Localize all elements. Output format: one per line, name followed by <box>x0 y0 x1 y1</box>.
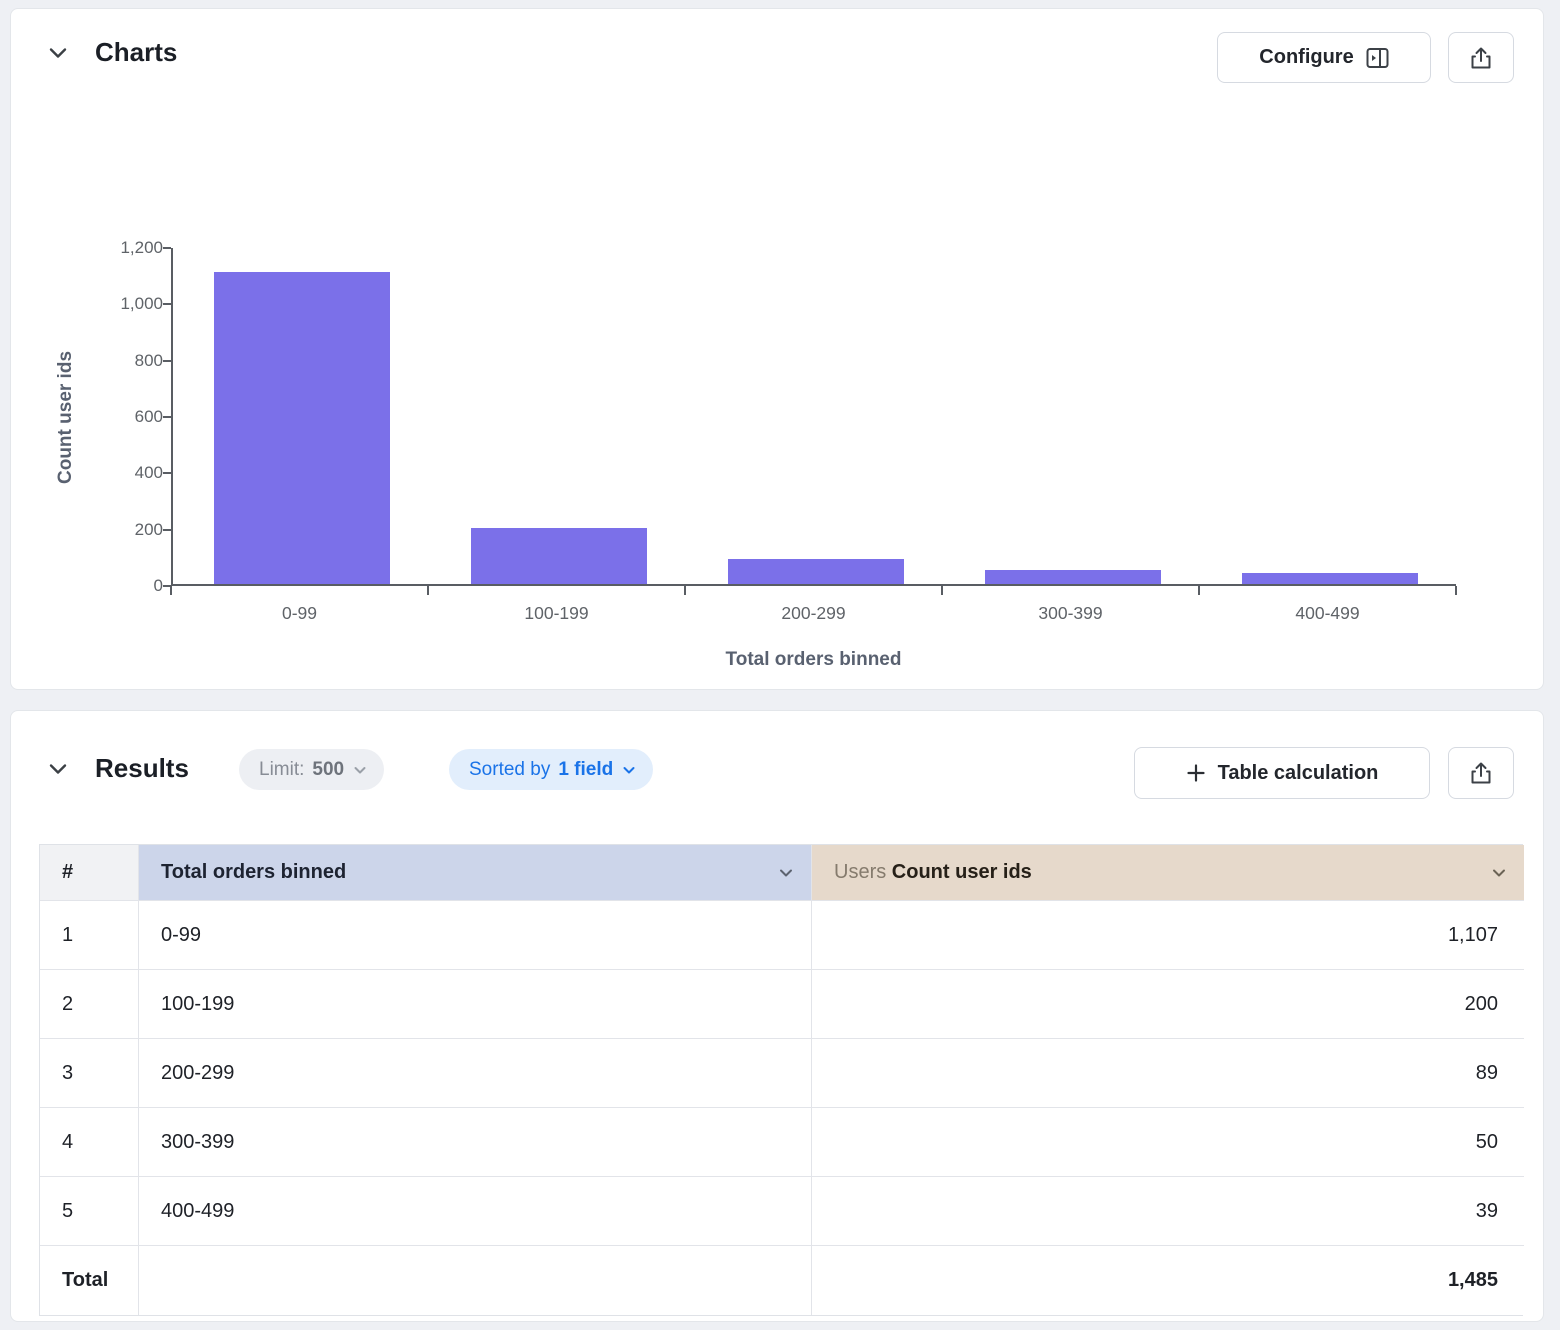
count-cell[interactable]: 50 <box>812 1108 1524 1177</box>
bin-cell[interactable]: 100-199 <box>139 970 812 1039</box>
export-icon <box>1470 761 1492 785</box>
table-total-row: Total 1,485 <box>40 1246 1524 1315</box>
x-category-label: 200-299 <box>781 603 846 623</box>
row-index-cell: 5 <box>40 1177 139 1246</box>
chevron-down-icon <box>777 864 795 882</box>
sorted-value: 1 field <box>558 758 614 780</box>
y-tick-mark <box>163 416 171 418</box>
configure-panel-icon <box>1366 47 1389 69</box>
bin-cell[interactable]: 400-499 <box>139 1177 812 1246</box>
table-calculation-label: Table calculation <box>1217 761 1379 784</box>
y-tick-label: 600 <box>134 407 163 426</box>
bin-cell[interactable]: 300-399 <box>139 1108 812 1177</box>
table-row[interactable]: 2 100-199 200 <box>40 970 1524 1039</box>
table-calculation-button[interactable]: Table calculation <box>1134 747 1430 799</box>
chevron-down-icon <box>352 762 368 778</box>
results-panel-title: Results <box>95 753 189 783</box>
y-tick-mark <box>163 472 171 475</box>
total-empty-cell <box>139 1246 812 1315</box>
row-index-cell: 1 <box>40 901 139 970</box>
x-axis-title: Total orders binned <box>725 649 902 670</box>
y-tick-label: 1,200 <box>120 238 163 257</box>
row-limit-pill[interactable]: Limit: 500 <box>239 749 385 790</box>
y-tick-mark <box>163 303 171 306</box>
bin-cell[interactable]: 200-299 <box>139 1039 812 1108</box>
count-cell[interactable]: 39 <box>812 1177 1524 1246</box>
table-row[interactable]: 5 400-499 39 <box>40 1177 1524 1246</box>
column-header-index[interactable]: # <box>40 845 139 901</box>
limit-label: Limit: <box>259 758 305 780</box>
results-export-button[interactable] <box>1448 747 1514 799</box>
x-tick-mark <box>170 586 172 595</box>
x-tick-mark <box>427 586 429 595</box>
chart-bar[interactable] <box>213 272 390 584</box>
chart-bar[interactable] <box>1241 573 1418 584</box>
bin-cell[interactable]: 0-99 <box>139 901 812 970</box>
x-category-label: 0-99 <box>281 603 318 623</box>
x-category-label: 100-199 <box>524 603 589 623</box>
y-tick-mark <box>163 528 171 531</box>
total-label-cell: Total <box>40 1246 139 1315</box>
row-index-cell: 3 <box>40 1039 139 1108</box>
chart-bar[interactable] <box>470 527 647 584</box>
chevron-down-icon <box>621 762 637 778</box>
charts-panel: Charts Configure Count user ids Total or… <box>10 8 1544 690</box>
row-index-cell: 2 <box>40 970 139 1039</box>
table-row[interactable]: 3 200-299 89 <box>40 1039 1524 1108</box>
y-tick-mark <box>163 247 171 249</box>
table-row[interactable]: 4 300-399 50 <box>40 1108 1524 1177</box>
column-header-dimension[interactable]: Total orders binned <box>139 845 812 901</box>
count-cell[interactable]: 200 <box>812 970 1524 1039</box>
y-tick-mark <box>163 359 171 362</box>
y-tick-label: 200 <box>134 519 163 539</box>
x-tick-mark <box>1455 586 1457 595</box>
export-icon <box>1470 46 1492 70</box>
x-category-label: 400-499 <box>1295 603 1360 623</box>
chart-bar[interactable] <box>984 569 1161 584</box>
chart-plot <box>171 248 1456 586</box>
x-tick-mark <box>684 586 686 595</box>
results-table: # Total orders binned Users Count user i… <box>39 844 1524 1316</box>
table-row[interactable]: 1 0-99 1,107 <box>40 901 1524 970</box>
count-cell[interactable]: 1,107 <box>812 901 1524 970</box>
y-tick-label: 0 <box>153 576 163 595</box>
limit-value: 500 <box>312 758 345 780</box>
plus-icon <box>1186 763 1206 783</box>
count-cell[interactable]: 89 <box>812 1039 1524 1108</box>
results-panel: Results Limit: 500 Sorted by 1 field Tab… <box>10 710 1544 1322</box>
y-tick-mark <box>163 585 171 587</box>
y-tick-label: 400 <box>134 463 163 483</box>
x-tick-mark <box>941 586 943 595</box>
column-header-measure[interactable]: Users Count user ids <box>812 845 1524 901</box>
table-header-row: # Total orders binned Users Count user i… <box>40 845 1524 901</box>
configure-label: Configure <box>1259 46 1354 68</box>
x-category-label: 300-399 <box>1038 603 1103 623</box>
y-tick-label: 800 <box>134 350 163 370</box>
sorted-label: Sorted by <box>469 758 551 780</box>
charts-panel-title: Charts <box>95 37 178 67</box>
chart-bar[interactable] <box>727 558 904 584</box>
configure-button[interactable]: Configure <box>1217 32 1431 83</box>
results-collapse-chevron-icon[interactable] <box>44 755 72 783</box>
row-index-cell: 4 <box>40 1108 139 1177</box>
total-value-cell: 1,485 <box>812 1246 1524 1315</box>
chevron-down-icon <box>1490 864 1508 882</box>
sorted-by-pill[interactable]: Sorted by 1 field <box>449 749 654 790</box>
y-tick-label: 1,000 <box>120 294 163 314</box>
x-tick-mark <box>1198 586 1200 595</box>
bar-chart: Count user ids Total orders binned 0 200 4… <box>11 9 1543 689</box>
charts-collapse-chevron-icon[interactable] <box>44 39 72 67</box>
chart-export-button[interactable] <box>1448 32 1514 83</box>
